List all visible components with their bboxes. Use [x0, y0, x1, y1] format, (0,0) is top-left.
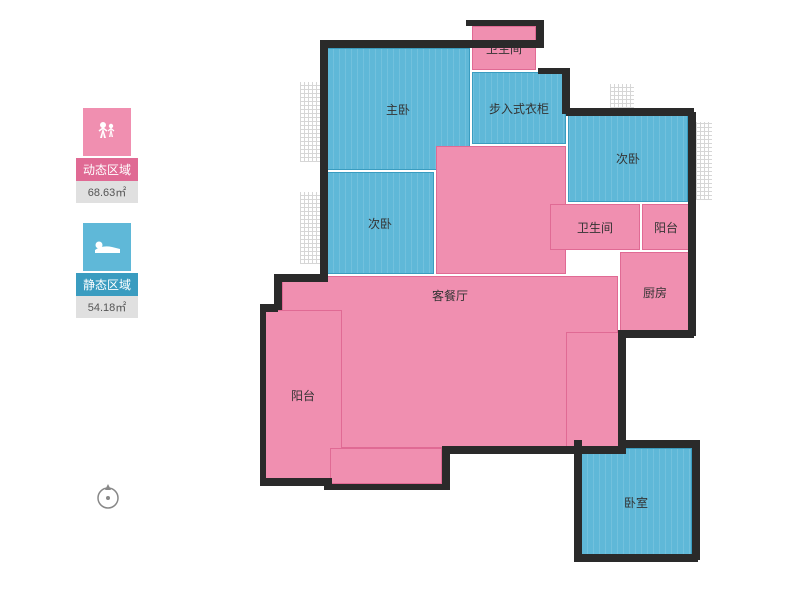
wall — [692, 440, 700, 560]
legend-static: 静态区域 54.18㎡ — [72, 223, 142, 318]
room-label: 次卧 — [368, 215, 392, 232]
room-label: 步入式衣柜 — [489, 100, 549, 117]
room-hall_upper — [436, 146, 566, 274]
wall — [562, 68, 570, 114]
wall — [618, 330, 694, 338]
legend: 动态区域 68.63㎡ 静态区域 54.18㎡ — [72, 108, 142, 338]
room-living_low — [330, 448, 442, 484]
sleep-icon-svg — [92, 237, 122, 257]
room-label: 主卧 — [386, 101, 410, 118]
compass-icon — [92, 480, 124, 512]
room-bedroom2l: 次卧 — [326, 172, 434, 274]
room-label: 阳台 — [291, 387, 315, 404]
wall — [574, 554, 698, 562]
wall — [688, 112, 696, 336]
legend-static-value: 54.18㎡ — [76, 296, 138, 318]
wall — [442, 448, 450, 490]
wall — [274, 274, 328, 282]
room-label: 客餐厅 — [432, 287, 468, 304]
wall — [618, 330, 626, 452]
room-bedroom2r: 次卧 — [568, 114, 688, 202]
people-icon — [83, 108, 131, 156]
floor-plan: 卫生间主卧步入式衣柜次卧次卧卫生间阳台厨房客餐厅阳台卧室 — [260, 20, 760, 575]
wall — [566, 108, 694, 116]
legend-dynamic: 动态区域 68.63㎡ — [72, 108, 142, 203]
room-wardrobe: 步入式衣柜 — [472, 72, 566, 144]
wall — [260, 478, 330, 486]
room-balcony_sm: 阳台 — [642, 204, 690, 250]
legend-dynamic-label: 动态区域 — [76, 158, 138, 181]
wall — [320, 40, 540, 48]
room-label: 卫生间 — [577, 219, 613, 236]
wall — [260, 304, 266, 482]
room-label: 卧室 — [624, 494, 648, 511]
room-bathroom1: 卫生间 — [472, 26, 536, 70]
room-label: 阳台 — [654, 219, 678, 236]
legend-static-label: 静态区域 — [76, 273, 138, 296]
people-icon-svg — [93, 118, 121, 146]
wall — [574, 440, 582, 558]
sleep-icon — [83, 223, 131, 271]
room-label: 次卧 — [616, 150, 640, 167]
room-label: 厨房 — [643, 284, 667, 301]
legend-dynamic-value: 68.63㎡ — [76, 181, 138, 203]
wall — [442, 446, 626, 454]
room-bathroom2: 卫生间 — [550, 204, 640, 250]
wall — [538, 68, 568, 74]
room-kitchen_ext — [566, 332, 620, 448]
wall — [466, 20, 542, 26]
room-bedroom3: 卧室 — [580, 448, 692, 556]
room-kitchen: 厨房 — [620, 252, 690, 332]
wall — [324, 484, 448, 490]
wall — [320, 40, 328, 280]
wall — [620, 440, 698, 448]
